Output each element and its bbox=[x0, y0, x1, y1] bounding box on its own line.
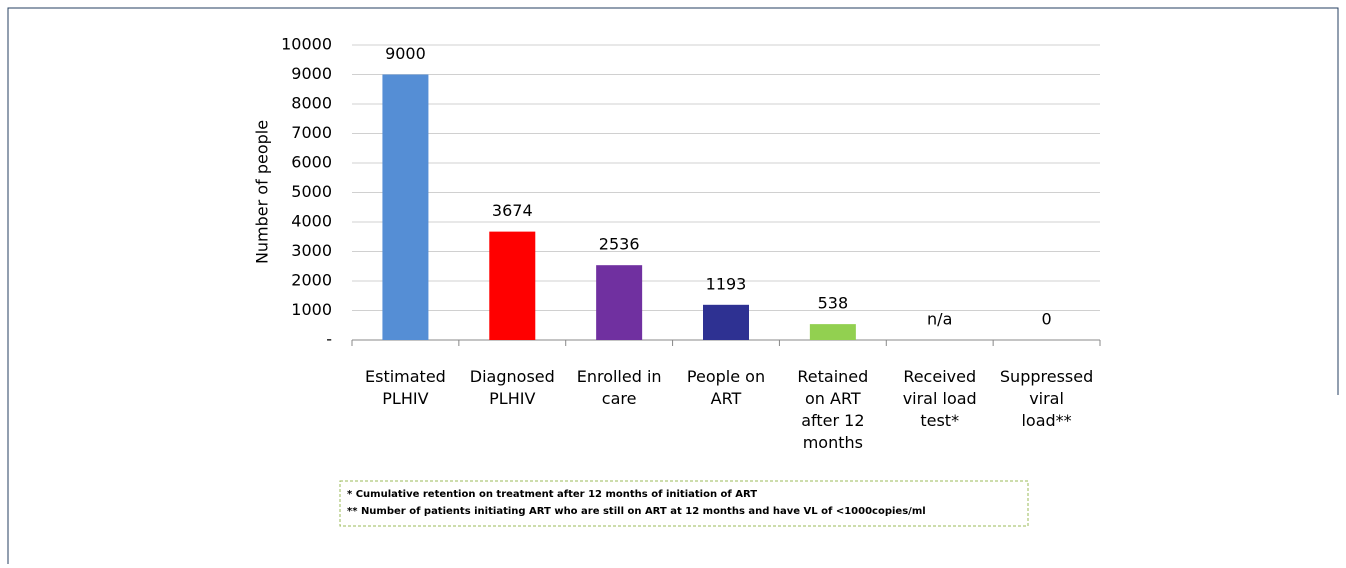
y-tick-label: 1000 bbox=[291, 300, 332, 319]
data-label: 538 bbox=[818, 294, 849, 313]
y-tick-label: - bbox=[326, 330, 332, 349]
x-tick-label: Received viral load test* bbox=[903, 367, 977, 430]
x-tick-label: Retained on ART after 12 months bbox=[797, 367, 868, 452]
footnote-box bbox=[339, 480, 1029, 527]
x-tick-label: Enrolled in care bbox=[577, 367, 662, 408]
bar bbox=[382, 74, 429, 340]
x-tick-label: Estimated PLHIV bbox=[365, 367, 446, 408]
y-tick-label: 10000 bbox=[281, 35, 332, 54]
data-label: 0 bbox=[1041, 310, 1051, 329]
bar bbox=[489, 231, 536, 340]
data-label: 3674 bbox=[492, 201, 533, 220]
frame bbox=[7, 7, 1339, 564]
bar bbox=[809, 324, 856, 340]
bar bbox=[703, 304, 749, 340]
y-tick-label: 2000 bbox=[291, 271, 332, 290]
data-label: 2536 bbox=[599, 235, 640, 254]
y-tick-label: 6000 bbox=[291, 153, 332, 172]
x-tick-label: Diagnosed PLHIV bbox=[470, 367, 555, 408]
y-tick-label: 4000 bbox=[291, 212, 332, 231]
footnote: ** Number of patients initiating ART who… bbox=[347, 506, 926, 517]
y-tick-label: 7000 bbox=[291, 123, 332, 142]
data-label: 1193 bbox=[706, 274, 747, 293]
y-tick-label: 9000 bbox=[291, 64, 332, 83]
footnote: * Cumulative retention on treatment afte… bbox=[347, 489, 757, 500]
y-tick-label: 3000 bbox=[291, 241, 332, 260]
y-tick-label: 8000 bbox=[291, 94, 332, 113]
data-label: n/a bbox=[927, 310, 952, 329]
data-label: 9000 bbox=[385, 44, 426, 63]
y-axis-label: Number of people bbox=[253, 120, 272, 264]
x-tick-label: Suppressed viral load** bbox=[1000, 367, 1093, 430]
y-tick-label: 5000 bbox=[291, 182, 332, 201]
x-tick-label: People on ART bbox=[687, 367, 765, 408]
bar bbox=[596, 265, 643, 340]
